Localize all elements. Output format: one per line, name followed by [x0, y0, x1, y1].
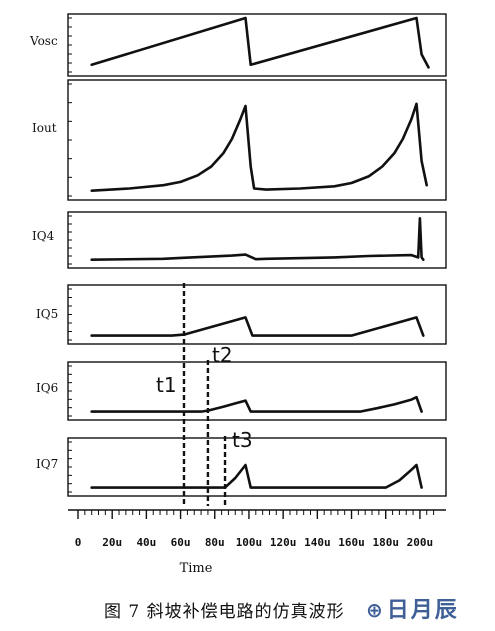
panel-iq4: IQ4 — [32, 211, 447, 269]
marker-label: t2 — [212, 343, 233, 367]
time-markers: t1 t2 t3 — [156, 283, 253, 506]
figure-caption: 图 7 斜坡补偿电路的仿真波形 — [104, 602, 345, 622]
panel-frame — [67, 79, 447, 201]
x-tick-label: 80u — [205, 536, 225, 549]
series-iout — [90, 102, 429, 192]
marker-label: t3 — [232, 428, 253, 452]
x-tick-label: 100u — [236, 536, 263, 549]
x-tick-label: 180u — [372, 536, 399, 549]
watermark-logo-icon: ⊕ — [366, 598, 385, 622]
panel-iq6: IQ6 — [36, 361, 447, 421]
panel-label: IQ4 — [32, 229, 55, 243]
marker-t2: t2 — [206, 343, 233, 506]
series-iq7 — [90, 463, 423, 489]
panel-label: Vosc — [29, 34, 58, 48]
x-tick-label: 140u — [304, 536, 331, 549]
watermark: ⊕日月辰 — [366, 592, 459, 624]
marker-t1: t1 — [156, 283, 186, 506]
x-tick-label: 40u — [136, 536, 156, 549]
series-iq5 — [90, 316, 425, 337]
panel-label: IQ5 — [36, 307, 58, 321]
marker-label: t1 — [156, 373, 177, 397]
panel-iq5: IQ5 — [36, 284, 447, 345]
x-tick-label: 200u — [407, 536, 434, 549]
panel-frame — [67, 13, 447, 77]
x-tick-label: 60u — [171, 536, 191, 549]
waveform-panels: Vosc Iout IQ4 IQ5 IQ6 IQ7 — [29, 13, 447, 497]
panel-iq7: IQ7 — [36, 437, 447, 497]
series-vosc — [90, 16, 430, 69]
panel-iout: Iout — [32, 79, 447, 201]
x-tick-label: 160u — [338, 536, 365, 549]
marker-t3: t3 — [223, 428, 253, 506]
series-iq6 — [90, 395, 423, 413]
panel-label: Iout — [32, 121, 57, 135]
x-tick-label: 120u — [270, 536, 297, 549]
panel-vosc: Vosc — [29, 13, 447, 77]
x-tick-label: 0 — [75, 536, 82, 549]
watermark-text: 日月辰 — [386, 598, 459, 623]
x-axis: 0 20u 40u 60u 80u 100u 120u 140u 160u 180u 200u Tim… — [68, 509, 446, 576]
series-iq4 — [90, 217, 425, 262]
x-axis-title: Time — [180, 561, 213, 576]
panel-label: IQ6 — [36, 381, 58, 395]
panel-label: IQ7 — [36, 457, 58, 471]
x-tick-label: 20u — [102, 536, 122, 549]
